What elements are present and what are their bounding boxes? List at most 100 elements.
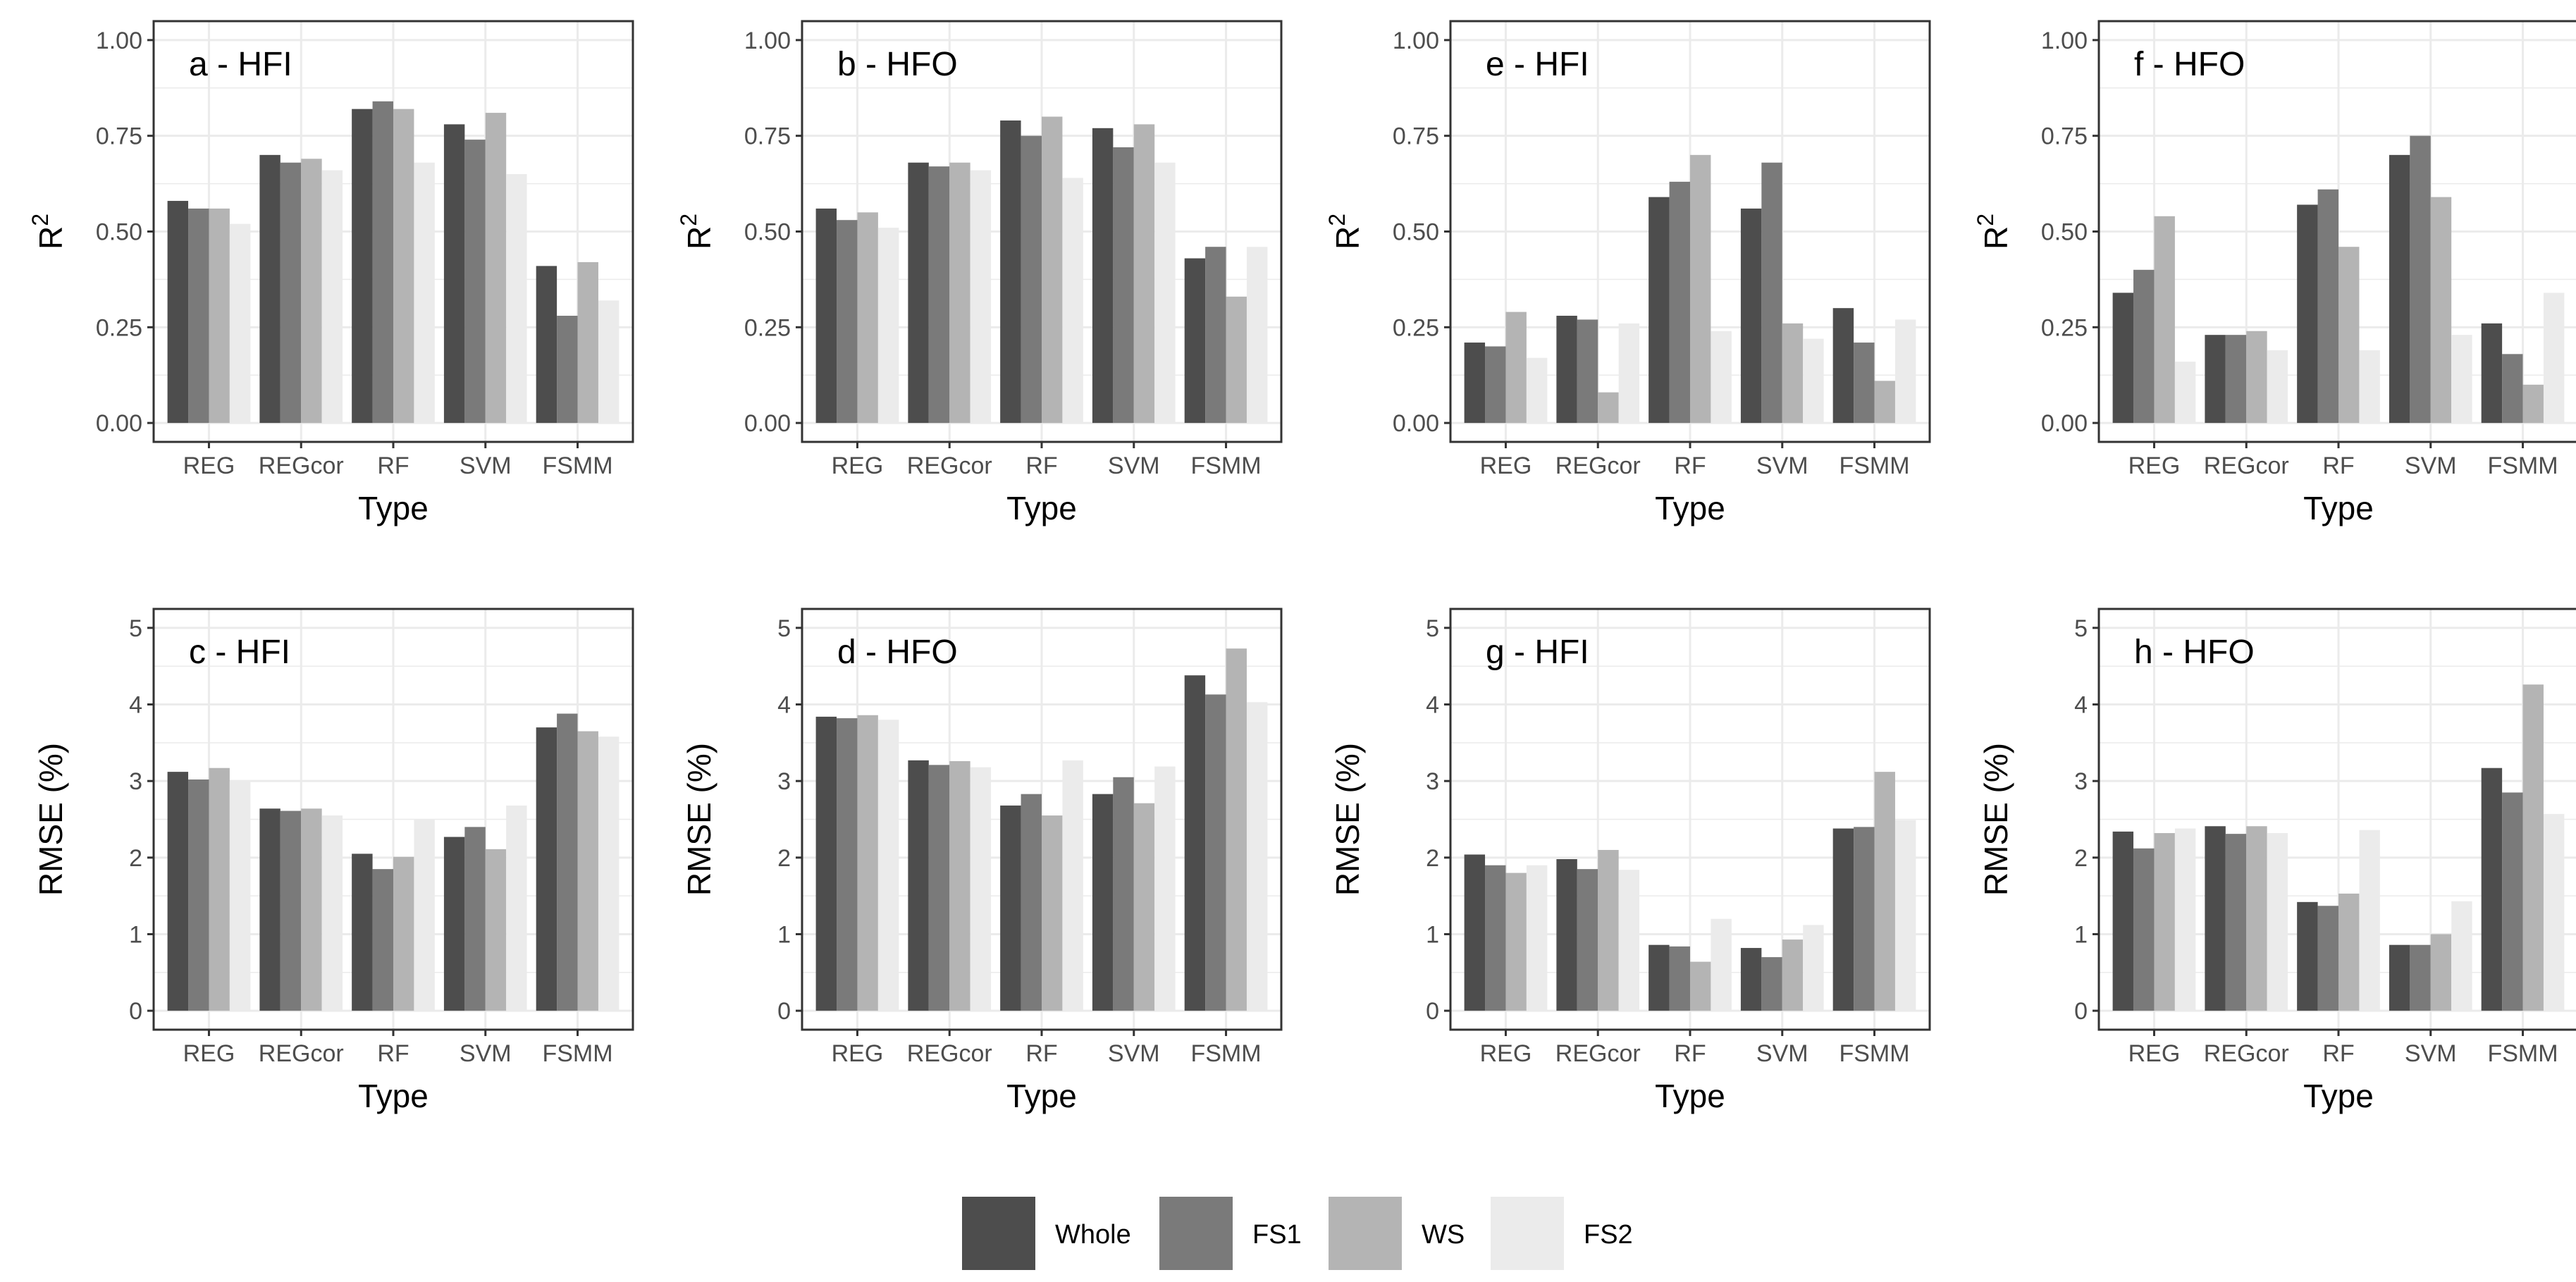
panel-b-x-tick-label: FSMM [1190,452,1261,479]
legend-item-ws: WS [1329,1197,1465,1270]
bar-b-FSMM-FS1 [1205,247,1226,424]
bar-d-FSMM-WS [1226,648,1247,1011]
bar-a-SVM-FS2 [506,174,527,424]
bar-a-REGcor-FS2 [321,170,343,424]
bar-g-SVM-Whole [1740,948,1762,1011]
panel-c-y-tick-label: 2 [129,845,142,872]
panel-h: REG REGcor RF SVM FSMM 0 1 2 3 4 5 h - HFO Type RMSE … [1978,608,2576,1114]
bar-c-RF-WS [393,856,414,1011]
panel-a-y-tick-label: 0.25 [96,314,142,341]
bar-c-REG-WS [209,768,230,1011]
panel-g-x-axis-title: Type [1655,1078,1725,1114]
panel-a-y-axis-title: R2 [27,214,69,249]
panel-h-y-tick-label: 2 [2074,845,2088,872]
legend-label-whole: Whole [1055,1220,1131,1250]
bar-f-REG-WS [2154,216,2175,424]
bar-b-SVM-Whole [1092,128,1114,424]
bar-f-REGcor-FS1 [2225,335,2247,424]
legend-key-whole [962,1197,1035,1270]
panel-g-title: g - HFI [1486,634,1589,671]
panel-c: REG REGcor RF SVM FSMM 0 1 2 3 4 5 c - HFI Type RMSE … [32,608,634,1114]
legend: Whole FS1 WS FS2 [962,1197,1633,1270]
bar-b-REG-FS2 [877,228,899,424]
panel-a-y-axis-title-main: R [32,226,69,249]
panel-g-y-tick-label: 4 [1426,692,1439,719]
panel-b-border [801,20,1283,443]
legend-key-fs2 [1491,1197,1564,1270]
panel-f-y-axis-title: R2 [1973,214,2014,249]
panel-g-y-tick-label: 0 [1426,998,1439,1025]
bar-g-REGcor-FS2 [1618,870,1640,1011]
panels: REG REGcor RF SVM FSMM 0.00 0.25 0.50 0.75 1.00 a … [27,20,2576,1114]
bar-h-RF-Whole [2297,901,2318,1011]
panel-g-x-tick-label: REG [1480,1040,1532,1067]
bar-f-REGcor-WS [2246,331,2267,424]
panel-g-x-tick-label: FSMM [1839,1040,1909,1067]
bar-f-RF-Whole [2297,204,2318,424]
panel-e-y-tick-label: 0.00 [1393,410,1439,437]
bar-d-REG-WS [857,715,878,1011]
bar-h-FSMM-WS [2522,684,2544,1011]
panel-h-y-tick-label: 1 [2074,921,2088,948]
bar-d-REG-FS2 [877,720,899,1011]
bar-f-RF-WS [2338,247,2360,424]
bar-a-REGcor-WS [301,159,322,424]
panel-g: REG REGcor RF SVM FSMM 0 1 2 3 4 5 g - HFI Type RMSE … [1329,608,1931,1114]
panel-e-x-axis-title: Type [1655,490,1725,526]
bar-g-RF-Whole [1648,944,1670,1011]
bar-d-REG-FS1 [837,718,858,1011]
bar-g-REGcor-WS [1598,849,1619,1011]
bar-a-REGcor-Whole [259,154,281,424]
bar-f-SVM-FS2 [2451,335,2472,424]
panel-a-x-tick-label: RF [377,452,409,479]
bar-b-RF-Whole [1000,120,1021,424]
bar-d-SVM-WS [1133,803,1155,1011]
bar-e-REGcor-WS [1598,392,1619,424]
bar-g-REG-FS2 [1526,865,1548,1011]
panel-b-x-axis-title: Type [1006,490,1077,526]
bar-b-RF-WS [1042,116,1063,424]
bar-e-REGcor-Whole [1556,316,1577,424]
legend-key-fs1 [1159,1197,1233,1270]
panel-d-x-tick-label: REGcor [907,1040,992,1067]
panel-g-y-tick-label: 3 [1426,768,1439,795]
bar-g-SVM-FS2 [1803,925,1824,1011]
bar-e-FSMM-FS1 [1854,343,1875,424]
panel-f-y-tick-label: 0.25 [2041,314,2088,341]
panel-g-x-tick-label: SVM [1756,1040,1808,1067]
bar-d-SVM-Whole [1092,794,1114,1011]
panel-g-y-axis-title: RMSE (%) [1329,743,1366,896]
bar-b-FSMM-FS2 [1246,247,1268,424]
panel-h-y-tick-label: 5 [2074,615,2088,642]
bar-f-SVM-Whole [2389,154,2410,424]
bar-d-REGcor-Whole [908,760,929,1011]
bar-e-RF-WS [1690,154,1711,424]
bar-c-SVM-Whole [443,837,465,1011]
panel-a-y-tick-label: 0.75 [96,123,142,150]
bar-b-REGcor-FS2 [970,170,992,424]
panel-f-x-tick-label: RF [2322,452,2354,479]
panel-c-title: c - HFI [189,634,290,671]
panel-h-border [2097,608,2576,1031]
panel-a-y-tick-label: 0.00 [96,410,142,437]
panel-g-y-axis-title-main: RMSE (%) [1329,743,1366,896]
bar-g-RF-FS2 [1711,918,1732,1011]
panel-a-y-tick-label: 1.00 [96,27,142,54]
bar-a-REG-FS1 [188,208,209,424]
bar-b-REGcor-Whole [908,162,929,424]
bar-a-RF-FS2 [414,162,435,424]
bar-h-SVM-FS2 [2451,901,2472,1011]
bar-d-REGcor-WS [949,760,970,1011]
panel-h-title: h - HFO [2134,634,2255,671]
bar-g-FSMM-Whole [1832,828,1854,1011]
panel-f-x-tick-label: REG [2128,452,2181,479]
bar-d-REGcor-FS1 [928,765,950,1011]
bar-h-REG-Whole [2112,831,2134,1011]
bar-e-REG-FS1 [1485,346,1506,424]
bar-b-SVM-FS2 [1154,162,1176,424]
panel-c-x-tick-label: FSMM [542,1040,612,1067]
bar-b-RF-FS2 [1062,178,1083,424]
bar-h-FSMM-FS2 [2543,813,2565,1011]
panel-f: REG REGcor RF SVM FSMM 0.00 0.25 0.50 0.75 1.00 f … [1973,20,2576,526]
